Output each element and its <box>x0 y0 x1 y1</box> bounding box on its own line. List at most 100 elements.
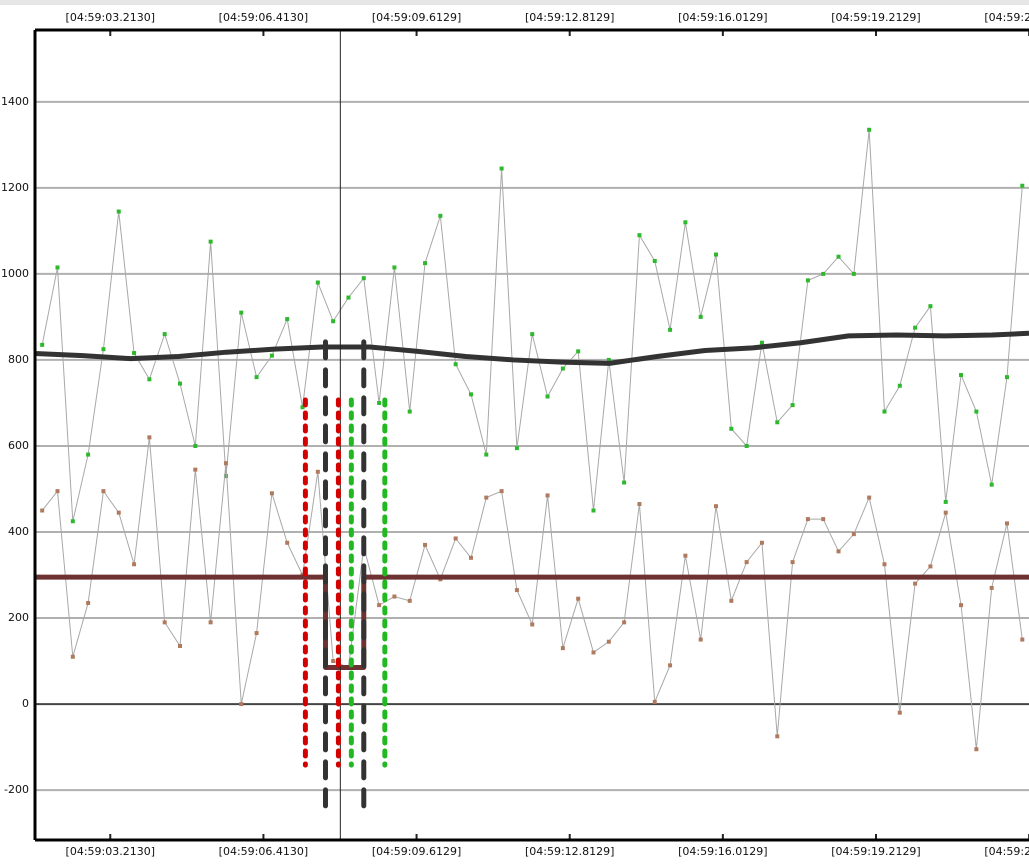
data-point <box>714 252 719 257</box>
data-point <box>928 304 933 309</box>
data-point <box>928 564 933 569</box>
data-point <box>162 332 167 337</box>
x-tick-label-bottom: [04:59:06.4130] <box>219 845 308 858</box>
data-point <box>851 532 856 537</box>
data-point <box>821 271 826 276</box>
data-point <box>668 663 673 668</box>
data-point <box>269 491 274 496</box>
data-point <box>86 452 91 457</box>
data-point <box>821 517 826 522</box>
data-point <box>606 639 611 644</box>
data-point <box>193 467 198 472</box>
data-point <box>208 239 213 244</box>
data-point <box>132 351 137 356</box>
data-point <box>959 603 964 608</box>
data-point <box>836 254 841 259</box>
data-point <box>239 310 244 315</box>
data-point <box>959 372 964 377</box>
data-point <box>775 420 780 425</box>
y-tick-label: -200 <box>4 783 29 796</box>
data-point <box>882 562 887 567</box>
x-tick-label-bottom: [04:59:19.2129] <box>831 845 920 858</box>
x-tick-label-top: [04:59:22.4129] <box>984 11 1029 24</box>
data-point <box>361 276 366 281</box>
data-point <box>178 381 183 386</box>
raw-line <box>41 437 1023 750</box>
data-point <box>790 560 795 565</box>
data-point <box>331 659 336 664</box>
y-tick-label: 1000 <box>1 267 29 280</box>
data-point <box>545 394 550 399</box>
data-point <box>622 620 627 625</box>
data-point <box>683 220 688 225</box>
data-point <box>132 562 137 567</box>
data-point <box>55 265 60 270</box>
x-tick-label-bottom: [04:59:12.8129] <box>525 845 614 858</box>
y-tick-label: 600 <box>8 439 29 452</box>
data-point <box>545 493 550 498</box>
data-point <box>1004 521 1009 526</box>
data-point <box>652 699 657 704</box>
data-point <box>223 474 228 479</box>
data-point <box>392 594 397 599</box>
data-point <box>576 349 581 354</box>
y-tick-label: 400 <box>8 525 29 538</box>
data-point <box>974 747 979 752</box>
data-point <box>468 392 473 397</box>
data-point <box>775 734 780 739</box>
data-point <box>514 588 519 593</box>
data-point <box>468 555 473 560</box>
data-point <box>254 631 259 636</box>
x-tick-label-bottom: [04:59:09.6129] <box>372 845 461 858</box>
data-point <box>55 489 60 494</box>
data-point <box>913 325 918 330</box>
data-point <box>285 317 290 322</box>
data-point <box>70 519 75 524</box>
data-point <box>560 646 565 651</box>
data-point <box>530 622 535 627</box>
data-point <box>943 499 948 504</box>
data-point <box>714 504 719 509</box>
data-point <box>377 603 382 608</box>
data-point <box>116 209 121 214</box>
x-tick-label-top: [04:59:09.6129] <box>372 11 461 24</box>
data-point <box>943 510 948 515</box>
data-point <box>101 347 106 352</box>
data-point <box>867 127 872 132</box>
data-point <box>652 258 657 263</box>
data-point <box>223 461 228 466</box>
data-point <box>423 261 428 266</box>
x-tick-label-bottom: [04:59:22.4129] <box>984 845 1029 858</box>
data-point <box>805 517 810 522</box>
data-point <box>40 342 45 347</box>
data-point <box>1004 375 1009 380</box>
data-point <box>698 314 703 319</box>
data-point <box>759 540 764 545</box>
data-point <box>698 637 703 642</box>
x-tick-label-top: [04:59:03.2130] <box>66 11 155 24</box>
data-point <box>499 166 504 171</box>
data-point <box>576 596 581 601</box>
data-point <box>1020 637 1025 642</box>
y-tick-label: 800 <box>8 353 29 366</box>
data-point <box>269 353 274 358</box>
x-tick-label-top: [04:59:12.8129] <box>525 11 614 24</box>
data-point <box>423 542 428 547</box>
data-point <box>913 581 918 586</box>
data-point <box>453 362 458 367</box>
data-point <box>606 357 611 362</box>
data-point <box>744 560 749 565</box>
data-point <box>1020 183 1025 188</box>
trend-line <box>35 574 1029 671</box>
trend-line <box>34 330 1029 366</box>
data-point <box>729 598 734 603</box>
data-point <box>882 409 887 414</box>
data-point <box>790 403 795 408</box>
data-point <box>683 553 688 558</box>
x-tick-label-bottom: [04:59:03.2130] <box>66 845 155 858</box>
data-point <box>974 409 979 414</box>
data-point <box>116 510 121 515</box>
data-point <box>193 443 198 448</box>
data-point <box>591 508 596 513</box>
